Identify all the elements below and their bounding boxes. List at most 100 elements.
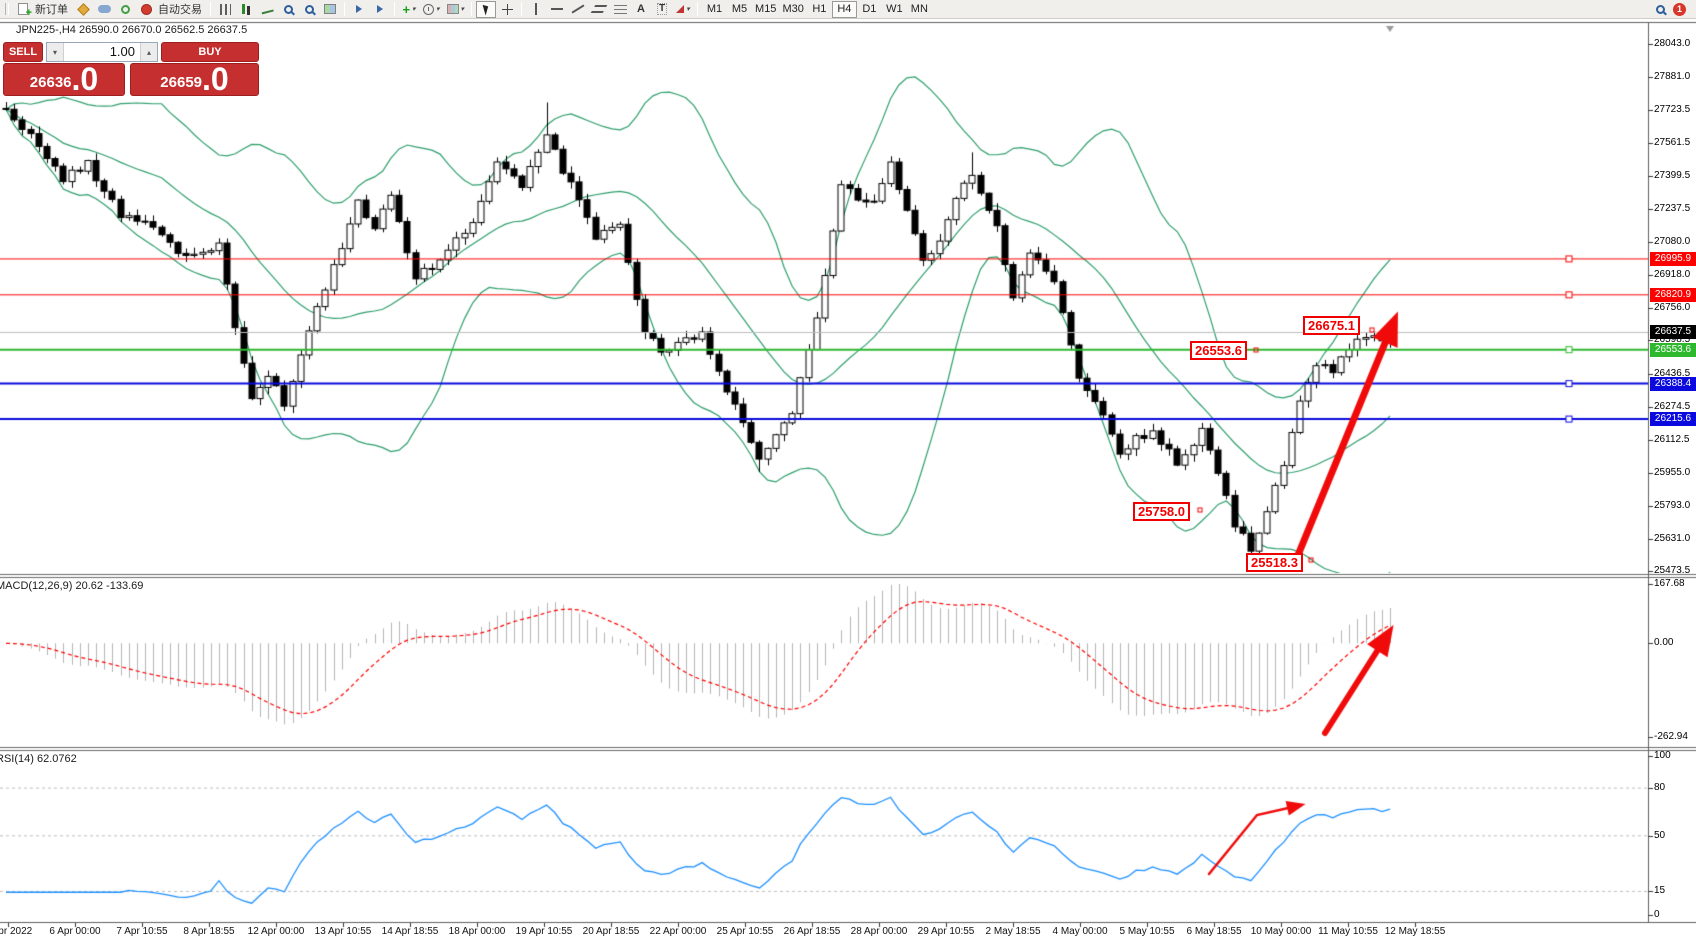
- price-level-label: 26553.6: [1650, 342, 1696, 357]
- date-axis-label: 22 Apr 00:00: [649, 926, 707, 937]
- clock-icon: [423, 3, 434, 15]
- new-order-label[interactable]: 新订单: [35, 4, 68, 16]
- sell-price-box[interactable]: 26636.0: [3, 63, 125, 96]
- price-axis-tick: 27237.5: [1654, 203, 1691, 215]
- price-axis-tick: 26918.0: [1654, 268, 1691, 280]
- timeframe-w1[interactable]: W1: [886, 3, 903, 15]
- notifications-icon[interactable]: 1: [1673, 2, 1686, 16]
- price-level-label: 26388.4: [1650, 376, 1696, 391]
- bar-chart-button[interactable]: [215, 1, 235, 18]
- signals-button[interactable]: [115, 1, 135, 18]
- toolbar-right-group: 1: [1656, 2, 1694, 16]
- zoom-out-button[interactable]: [299, 1, 319, 18]
- horizontal-line-button[interactable]: [547, 1, 567, 18]
- date-axis-label: 28 Apr 00:00: [850, 926, 908, 937]
- vertical-line-button[interactable]: [526, 1, 546, 18]
- rsi-axis-tick: 0: [1654, 909, 1660, 921]
- equidistant-channel-button[interactable]: [589, 1, 609, 18]
- toolbar-separator: [521, 2, 523, 16]
- price-level-label: 26637.5: [1650, 325, 1696, 340]
- price-axis-tick: 25793.0: [1654, 499, 1691, 511]
- zoom-in-button[interactable]: [278, 1, 298, 18]
- crosshair-button[interactable]: [497, 1, 517, 18]
- price-axis-tick: 26598.5: [1654, 334, 1691, 346]
- price-callout: 25758.0: [1133, 502, 1190, 521]
- add-indicator-button[interactable]: + ▾: [399, 1, 419, 18]
- templates-button[interactable]: ▾: [444, 1, 468, 18]
- chart-autoscroll-button[interactable]: [370, 1, 390, 18]
- toolbar: 新订单 自动交易 +▾ ▾ ▾ A T ▾ M1M5M15M30H1H4D1W1…: [0, 0, 1696, 19]
- horizontal-line-icon: [551, 8, 564, 10]
- price-level-label: 26820.9: [1650, 287, 1696, 302]
- macd-axis-tick: 167.68: [1654, 578, 1685, 589]
- rsi-axis-tick: 50: [1654, 829, 1666, 841]
- volume-increase-button[interactable]: ▴: [140, 43, 157, 61]
- periods-button[interactable]: ▾: [420, 1, 443, 18]
- autotrading-label[interactable]: 自动交易: [158, 4, 202, 16]
- fibonacci-button[interactable]: [610, 1, 630, 18]
- signals-icon: [120, 4, 130, 14]
- arrows-button[interactable]: ▾: [673, 1, 693, 18]
- toolbar-grip[interactable]: [5, 3, 9, 15]
- text-label-icon: T: [656, 3, 668, 15]
- autotrading-button[interactable]: [136, 1, 156, 18]
- toolbar-separator: [697, 2, 699, 16]
- buy-button[interactable]: BUY: [161, 42, 259, 62]
- data-window-button[interactable]: [94, 1, 114, 18]
- buy-price-box[interactable]: 26659.0: [130, 63, 259, 96]
- timeframe-d1[interactable]: D1: [862, 3, 877, 15]
- line-chart-button[interactable]: [257, 1, 277, 18]
- timeframe-m5[interactable]: M5: [731, 3, 748, 15]
- price-axis-tick: 25473.5: [1654, 565, 1691, 577]
- date-axis-label: 2 May 18:55: [985, 926, 1041, 937]
- bid-price-main: 26636: [29, 74, 72, 91]
- rsi-indicator-label: RSI(14) 62.0762: [0, 753, 77, 765]
- date-axis-label: 4 May 00:00: [1052, 926, 1108, 937]
- date-axis-label: 8 Apr 18:55: [183, 926, 235, 937]
- candlestick-chart-button[interactable]: [236, 1, 256, 18]
- cursor-icon: [482, 3, 490, 15]
- data-window-icon: [97, 5, 111, 13]
- date-axis-label: 10 May 00:00: [1250, 926, 1312, 937]
- market-watch-button[interactable]: [73, 1, 93, 18]
- rsi-axis-tick: 15: [1654, 885, 1666, 897]
- chart-shift-button[interactable]: [349, 1, 369, 18]
- new-order-button[interactable]: [13, 1, 33, 19]
- macd-axis-tick: 0.00: [1654, 637, 1674, 648]
- date-axis-label: 25 Apr 10:55: [716, 926, 774, 937]
- date-axis-label: 14 Apr 18:55: [381, 926, 439, 937]
- date-axis-label: 26 Apr 18:55: [783, 926, 841, 937]
- timeframe-mn[interactable]: MN: [910, 3, 928, 15]
- zoom-in-icon: [283, 4, 293, 14]
- price-callout: 25518.3: [1246, 553, 1303, 572]
- trendline-icon: [571, 4, 585, 14]
- macd-axis-tick: -262.94: [1654, 731, 1688, 742]
- search-icon[interactable]: [1656, 4, 1665, 14]
- timeframe-m1[interactable]: M1: [706, 3, 723, 15]
- cursor-button[interactable]: [476, 0, 497, 18]
- price-axis-tick: 26756.0: [1654, 302, 1691, 314]
- toolbar-separator: [210, 2, 211, 16]
- volume-decrease-button[interactable]: ▾: [47, 43, 64, 61]
- chevron-down-icon: ▾: [412, 6, 416, 13]
- ask-price-fraction: .0: [202, 61, 229, 97]
- timeframe-h4[interactable]: H4: [831, 0, 857, 18]
- chart-shift-icon: [356, 5, 362, 13]
- timeframe-m30[interactable]: M30: [782, 3, 804, 15]
- text-label-button[interactable]: T: [652, 1, 672, 18]
- price-axis-tick: 27561.5: [1654, 136, 1691, 148]
- price-axis-tick: 27881.0: [1654, 71, 1691, 83]
- chevron-down-icon: ▾: [460, 6, 465, 13]
- sell-button[interactable]: SELL: [3, 42, 43, 62]
- text-button[interactable]: A: [631, 1, 651, 18]
- date-axis-label: 6 May 18:55: [1186, 926, 1242, 937]
- volume-value[interactable]: 1.00: [109, 44, 135, 59]
- toolbar-separator: [344, 2, 345, 16]
- timeframe-h1[interactable]: H1: [812, 3, 827, 15]
- trendline-button[interactable]: [568, 1, 588, 18]
- tile-windows-button[interactable]: [320, 1, 340, 18]
- add-indicator-icon: +: [402, 1, 411, 17]
- timeframe-m15[interactable]: M15: [755, 3, 777, 15]
